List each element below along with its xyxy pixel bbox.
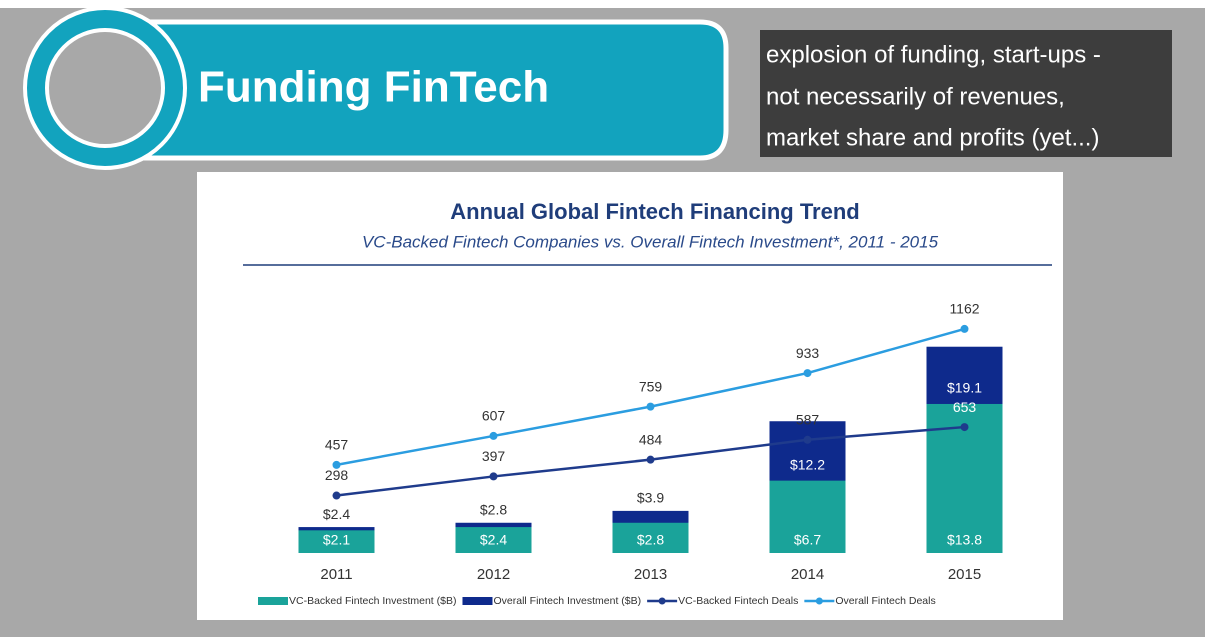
legend-swatch <box>658 597 666 605</box>
point <box>646 455 655 464</box>
point-label: 587 <box>796 411 820 427</box>
x-tick-label: 2015 <box>948 566 981 583</box>
point <box>803 435 812 444</box>
point <box>960 324 969 333</box>
point <box>332 491 341 500</box>
point <box>803 369 812 378</box>
banner-title: Funding FinTech <box>198 63 549 112</box>
bar-label: $19.1 <box>947 380 982 396</box>
legend-label: Overall Fintech Deals <box>835 595 935 607</box>
x-tick-label: 2013 <box>634 566 667 583</box>
legend-swatch <box>258 597 288 605</box>
bar-label: $2.4 <box>480 532 507 548</box>
note-line: explosion of funding, start-ups - <box>766 41 1101 68</box>
point-label: 298 <box>325 467 349 483</box>
bar-label: $2.1 <box>323 532 350 548</box>
bar-label: $2.8 <box>480 501 507 517</box>
top-strip <box>0 0 1205 8</box>
point-label: 1162 <box>949 301 979 317</box>
point-label: 933 <box>796 345 820 361</box>
bar-label: $3.9 <box>637 490 664 506</box>
legend-swatch <box>462 597 493 605</box>
point-label: 397 <box>482 448 506 464</box>
x-tick-label: 2012 <box>477 566 510 583</box>
bar-label: $13.8 <box>947 532 982 548</box>
chart-title: Annual Global Fintech Financing Trend <box>450 199 859 224</box>
point <box>646 402 655 411</box>
bar <box>769 480 846 553</box>
legend-swatch <box>815 597 823 605</box>
bar-label: $6.7 <box>794 532 821 548</box>
legend-label: Overall Fintech Investment ($B) <box>493 595 641 607</box>
bar-label: $2.4 <box>323 506 350 522</box>
point <box>332 460 341 469</box>
chart-subtitle: VC-Backed Fintech Companies vs. Overall … <box>362 232 939 251</box>
legend-label: VC-Backed Fintech Investment ($B) <box>289 595 456 607</box>
point-label: 759 <box>639 378 663 394</box>
note-box <box>760 30 1172 157</box>
bar-label: $12.2 <box>790 456 825 472</box>
legend-label: VC-Backed Fintech Deals <box>678 595 798 607</box>
point-label: 607 <box>482 408 506 424</box>
point-label: 457 <box>325 437 349 453</box>
point-label: 653 <box>953 399 977 415</box>
bar-label: $2.8 <box>637 532 664 548</box>
point <box>960 423 969 432</box>
bar <box>298 530 375 553</box>
point-label: 484 <box>639 431 663 447</box>
banner <box>102 19 729 161</box>
x-tick-label: 2011 <box>320 566 352 583</box>
banner-hole <box>45 28 165 148</box>
x-tick-label: 2014 <box>791 566 824 583</box>
bar <box>612 522 689 553</box>
point <box>489 431 498 440</box>
bar <box>455 527 532 553</box>
point <box>489 472 498 481</box>
note-line: not necessarily of revenues, <box>766 83 1065 110</box>
note-line: market share and profits (yet...) <box>766 124 1099 151</box>
